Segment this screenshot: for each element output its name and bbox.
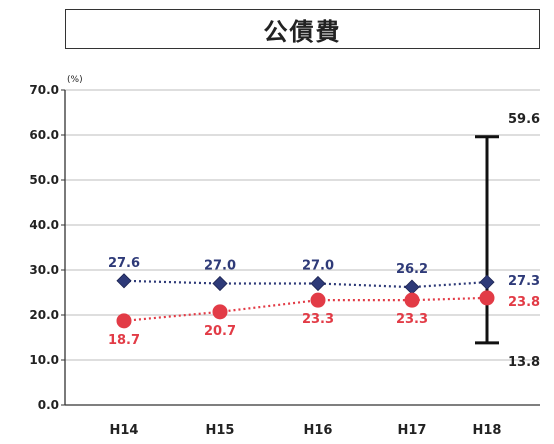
y-tick-label: 0.0: [38, 398, 59, 412]
y-tick-label: 20.0: [29, 308, 59, 322]
series-2-data-label: 23.3: [302, 312, 334, 327]
series-1-line: [123, 279, 488, 289]
x-tick-labels: H14 H15 H16 H17 H18: [110, 423, 502, 438]
range-bar-min-label: 13.8: [508, 355, 540, 370]
range-bar: 59.6 13.8: [475, 112, 540, 370]
series-2-data-label: 18.7: [108, 333, 140, 348]
series-2-marker: [310, 292, 326, 308]
series-1-data-label: 27.0: [204, 259, 236, 274]
x-tick-label: H18: [473, 423, 502, 438]
y-tick-label: 50.0: [29, 173, 59, 187]
y-tick-labels: 0.0 10.0 20.0 30.0 40.0 50.0 60.0 70.0: [29, 83, 59, 412]
series-2-marker: [116, 313, 132, 329]
range-bar-max-label: 59.6: [508, 112, 540, 127]
series-group: 27.6 27.0 27.0 26.2 27.3 18.7 20.7 23.3 23.3 23.8: [108, 256, 540, 348]
series-2-data-label: 23.8: [508, 295, 540, 310]
series-2-marker: [404, 292, 420, 308]
y-tick-label: 30.0: [29, 263, 59, 277]
series-1-marker: [116, 273, 132, 289]
gridlines: [65, 89, 540, 361]
y-tick-label: 70.0: [29, 83, 59, 97]
series-1-marker: [212, 275, 228, 292]
x-tick-label: H17: [398, 423, 427, 438]
series-1-marker: [479, 274, 495, 290]
series-1-data-label: 27.0: [302, 259, 334, 274]
series-1-marker: [310, 275, 326, 292]
series-1-marker: [404, 279, 420, 295]
series-1-data-label: 26.2: [396, 262, 428, 277]
chart-title-box: 公債費: [65, 9, 540, 49]
series-1-data-label: 27.6: [108, 256, 140, 271]
chart-title: 公債費: [263, 17, 342, 46]
series-2-data-label: 20.7: [204, 324, 236, 339]
x-tick-label: H15: [206, 423, 235, 438]
y-tick-label: 40.0: [29, 218, 59, 232]
y-unit-label: (%): [67, 75, 83, 85]
axes: [61, 89, 540, 406]
series-2-marker: [212, 304, 228, 320]
x-tick-label: H14: [110, 423, 139, 438]
x-tick-label: H16: [304, 423, 333, 438]
series-1-data-label: 27.3: [508, 274, 540, 289]
series-2-marker: [479, 290, 495, 306]
y-tick-label: 10.0: [29, 353, 59, 367]
y-tick-label: 60.0: [29, 128, 59, 142]
series-2-data-label: 23.3: [396, 312, 428, 327]
